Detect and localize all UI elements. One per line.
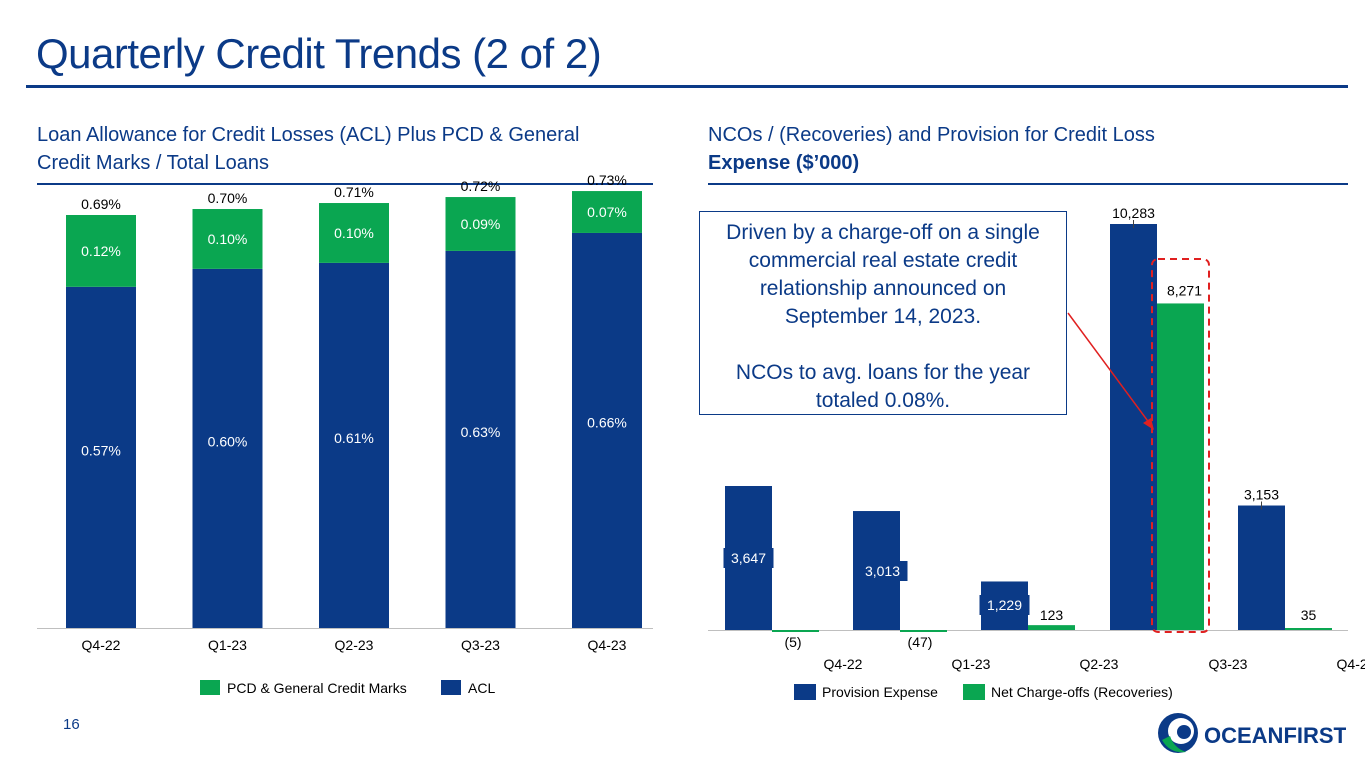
left-chart-subtitle: Loan Allowance for Credit Losses (ACL) P… — [37, 121, 579, 177]
pcd-bar — [192, 209, 263, 269]
callout-arrow-line — [1067, 312, 1151, 425]
nco-bar — [1028, 625, 1075, 630]
right-chart-subtitle: NCOs / (Recoveries) and Provision for Cr… — [708, 121, 1155, 177]
x-tick-label: Q1-23 — [952, 656, 991, 672]
x-tick-label: Q3-23 — [1209, 656, 1248, 672]
pcd-bar — [66, 215, 136, 287]
nco-data-label: (5) — [784, 634, 801, 650]
total-data-label: 0.69% — [81, 196, 121, 212]
right-subtitle-divider — [708, 183, 1348, 185]
nco-data-label: (47) — [908, 634, 933, 650]
acl-bar — [445, 250, 516, 629]
highlight-dashed-box — [1151, 258, 1210, 633]
x-tick-label: Q1-23 — [208, 637, 247, 653]
nco-data-label: 123 — [1040, 607, 1064, 623]
oceanfirst-logo: OCEANFIRST — [1158, 713, 1346, 753]
acl-data-label: 0.61% — [334, 430, 374, 446]
pcd-data-label: 0.10% — [208, 231, 248, 247]
provision-data-label: 10,283 — [1112, 205, 1155, 221]
legend-label-acl: ACL — [468, 680, 495, 696]
provision-label-box — [979, 595, 1030, 615]
nco-bar — [1157, 303, 1204, 630]
x-tick-label: Q2-23 — [1080, 656, 1119, 672]
acl-data-label: 0.63% — [461, 424, 501, 440]
provision-data-label: 3,153 — [1244, 487, 1279, 503]
provision-data-label: 3,013 — [865, 563, 900, 579]
logo-wordmark: OCEANFIRST — [1204, 723, 1346, 748]
acl-data-label: 0.66% — [587, 415, 627, 431]
x-tick-label: Q4-23 — [1337, 656, 1365, 672]
nco-provision-bar-chart: Q4-22 3,647 (5) Q1-23 3,013 (47) Q2-23 1,229 123… — [708, 205, 1365, 700]
x-tick-label: Q4-22 — [824, 656, 863, 672]
title-divider — [26, 85, 1348, 88]
nco-bar — [1285, 628, 1332, 630]
acl-data-label: 0.60% — [208, 433, 248, 449]
right-subtitle-line1: NCOs / (Recoveries) and Provision for Cr… — [708, 124, 1155, 146]
acl-bar — [192, 268, 263, 628]
legend-label-pcd: PCD & General Credit Marks — [227, 680, 407, 696]
legend-swatch-nco — [963, 684, 985, 700]
page-number: 16 — [63, 716, 80, 733]
x-tick-label: Q2-23 — [335, 637, 374, 653]
pcd-data-label: 0.10% — [334, 225, 374, 241]
total-data-label: 0.70% — [208, 190, 248, 206]
pcd-bar — [445, 197, 516, 251]
legend-swatch-acl — [441, 680, 461, 695]
provision-label-box — [857, 561, 908, 581]
pcd-data-label: 0.07% — [587, 204, 627, 220]
nco-bar — [900, 630, 947, 632]
pcd-bar — [319, 203, 389, 263]
provision-data-label: 1,229 — [987, 597, 1022, 613]
total-data-label: 0.73% — [587, 172, 627, 188]
x-tick-label: Q4-22 — [82, 637, 121, 653]
left-subtitle-divider — [37, 183, 653, 185]
provision-bar — [1110, 224, 1157, 630]
total-data-label: 0.72% — [461, 178, 501, 194]
callout-box: Driven by a charge-off on a single comme… — [699, 211, 1067, 415]
right-subtitle-line2: Expense ($’000) — [708, 152, 860, 174]
pcd-data-label: 0.12% — [81, 243, 121, 259]
x-tick-label: Q3-23 — [461, 637, 500, 653]
callout-text-2: NCOs to avg. loans for the year totaled … — [735, 361, 1031, 412]
nco-data-label: 8,271 — [1167, 282, 1202, 298]
nco-data-label: 35 — [1301, 607, 1317, 623]
legend-label-nco: Net Charge-offs (Recoveries) — [991, 684, 1173, 700]
page-title: Quarterly Credit Trends (2 of 2) — [36, 30, 602, 77]
x-tick-label: Q4-23 — [588, 637, 627, 653]
legend-swatch-pcd — [200, 680, 220, 695]
provision-bar — [1238, 505, 1285, 630]
pcd-data-label: 0.09% — [461, 216, 501, 232]
left-subtitle-line1: Loan Allowance for Credit Losses (ACL) P… — [37, 124, 580, 146]
nco-bar — [772, 630, 819, 632]
total-data-label: 0.71% — [334, 184, 374, 200]
pcd-bar — [572, 191, 642, 233]
callout-arrow-head — [1143, 418, 1154, 430]
acl-bar — [66, 286, 136, 628]
callout-text-1: Driven by a charge-off on a single comme… — [726, 221, 1040, 328]
provision-label-box — [723, 548, 774, 568]
left-subtitle-line2: Credit Marks / Total Loans — [37, 152, 269, 174]
acl-bar — [319, 262, 389, 628]
legend-label-provision: Provision Expense — [822, 684, 938, 700]
provision-data-label: 3,647 — [731, 550, 766, 566]
acl-data-label: 0.57% — [81, 443, 121, 459]
acl-bar — [572, 232, 642, 628]
legend-swatch-provision — [794, 684, 816, 700]
acl-stacked-bar-chart: 0.57% 0.12% 0.69% Q4-22 0.60% 0.10% 0.70% Q1-23… — [37, 172, 653, 696]
